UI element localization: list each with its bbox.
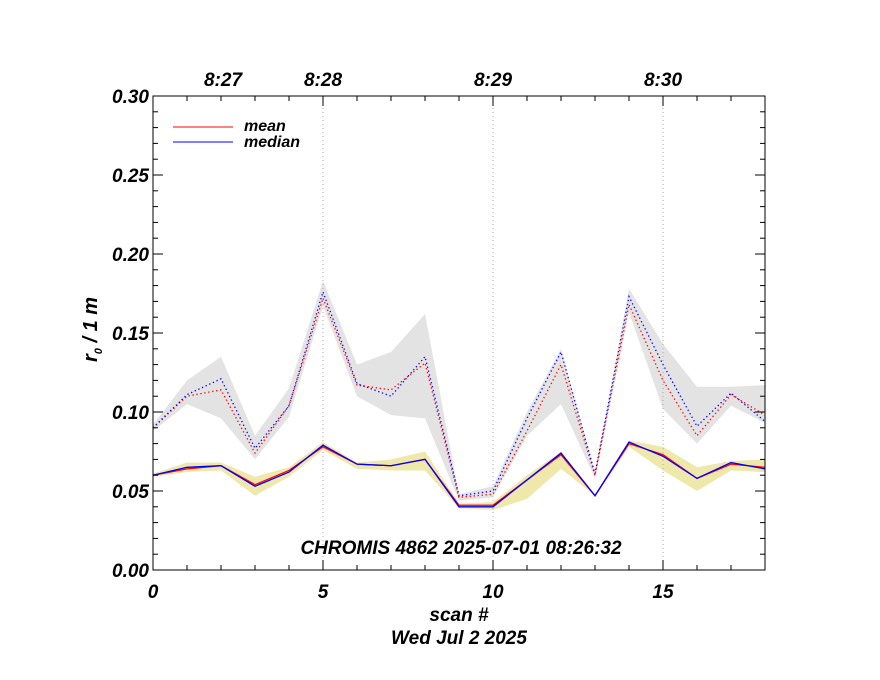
y-tick-label-3: 0.15 bbox=[112, 324, 149, 345]
x-tick-label-15: 15 bbox=[652, 582, 674, 603]
time-tick-label-2: 8:30 bbox=[644, 70, 682, 91]
axis-tick-labels: 8:28 8:29 8:30 0 5 10 15 0.00 0.05 0.10 0.15 0.20 0.… bbox=[112, 70, 682, 603]
y-axis-label-subscript: 0 bbox=[93, 347, 105, 354]
legend-median-label: median bbox=[244, 134, 300, 151]
chart-title: CHROMIS 4862 2025-07-01 08:26:32 bbox=[300, 538, 622, 559]
y-tick-label-2: 0.10 bbox=[112, 403, 149, 424]
y-tick-label-1: 0.05 bbox=[112, 482, 149, 503]
time-tick-label-1: 8:29 bbox=[474, 70, 512, 91]
x-tick-label-10: 10 bbox=[482, 582, 504, 603]
x-tick-label-0: 0 bbox=[148, 582, 159, 603]
y-tick-label-5: 0.25 bbox=[112, 166, 149, 187]
time-gridlines bbox=[322, 96, 664, 570]
time-tick-label-0: 8:28 bbox=[304, 70, 342, 91]
time-tick-label-827: 8:27 bbox=[204, 70, 243, 91]
x-tick-label-5: 5 bbox=[318, 582, 329, 603]
y-tick-label-4: 0.20 bbox=[112, 245, 149, 266]
y-tick-label-6: 0.30 bbox=[112, 87, 149, 108]
legend-mean-label: mean bbox=[244, 118, 286, 135]
series-low-mean bbox=[152, 442, 766, 506]
axis-ticks bbox=[152, 95, 766, 571]
legend: mean median bbox=[173, 118, 300, 151]
x-axis-label: scan # bbox=[429, 605, 489, 626]
date-label: Wed Jul 2 2025 bbox=[391, 628, 527, 649]
series-low-median bbox=[152, 441, 766, 508]
band-high-band-range bbox=[153, 280, 765, 501]
range-bands bbox=[153, 280, 765, 510]
y-axis-label-unit: / 1 m bbox=[80, 297, 102, 348]
y-axis-label: r0 / 1 m bbox=[80, 297, 105, 362]
y-tick-label-0: 0.00 bbox=[112, 561, 149, 582]
series-high-median bbox=[152, 289, 766, 497]
series-lines bbox=[152, 289, 766, 508]
series-high-mean bbox=[152, 296, 766, 499]
y-axis-label-main: r bbox=[80, 353, 102, 362]
